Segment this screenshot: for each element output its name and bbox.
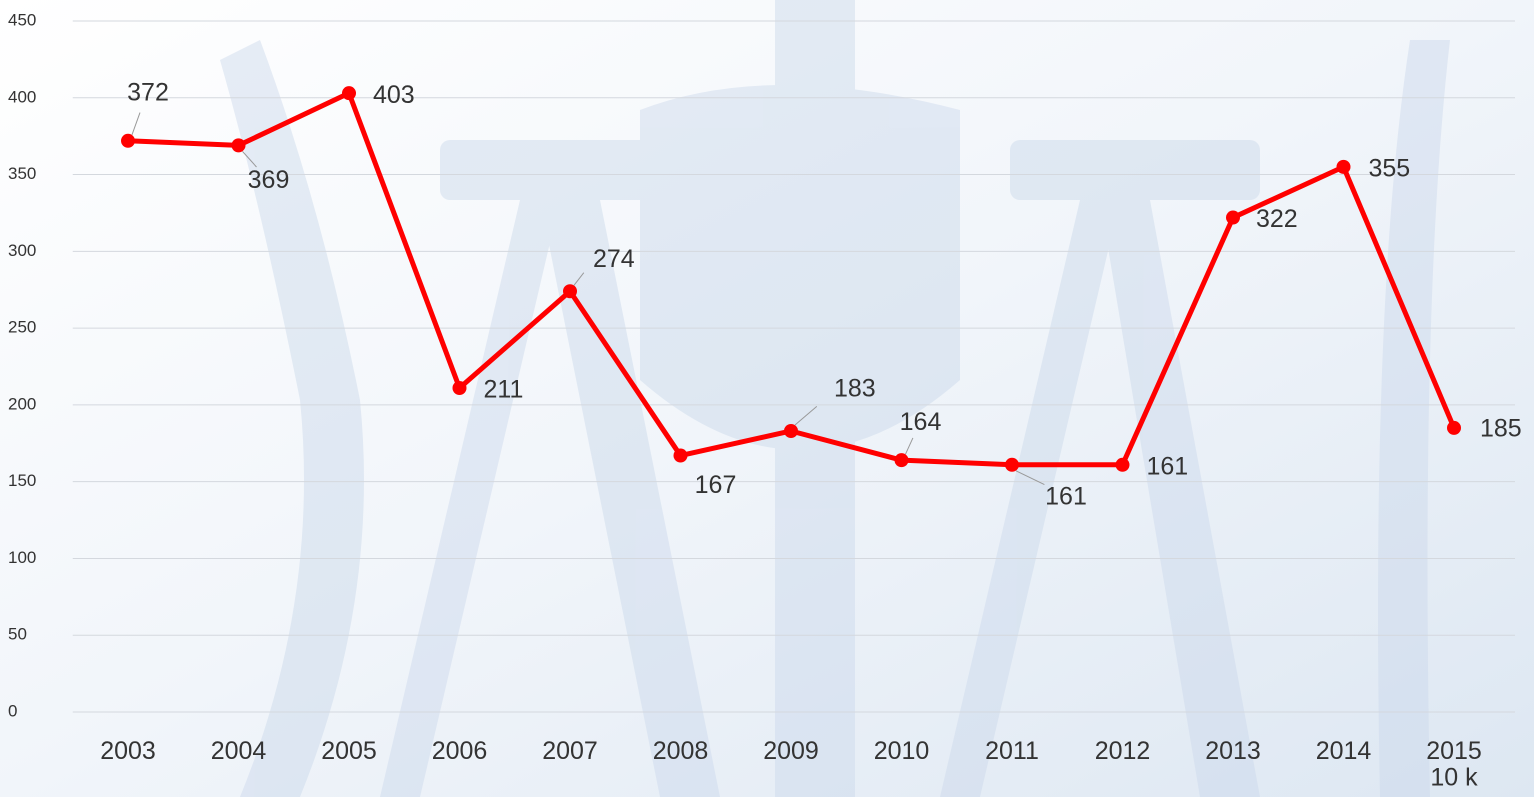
x-tick-label: 2005 bbox=[321, 737, 377, 765]
y-tick-label: 150 bbox=[8, 471, 36, 490]
x-tick-label: 2008 bbox=[653, 737, 709, 765]
data-label: 372 bbox=[127, 78, 169, 106]
x-tick-label: 2006 bbox=[432, 737, 488, 765]
data-label: 161 bbox=[1045, 482, 1087, 510]
leader-line bbox=[794, 406, 818, 426]
y-tick-label: 450 bbox=[8, 10, 36, 29]
data-point bbox=[1336, 159, 1351, 174]
data-label: 185 bbox=[1480, 415, 1522, 443]
data-label: 161 bbox=[1147, 452, 1189, 480]
x-tick-label: 2012 bbox=[1095, 737, 1151, 765]
data-point bbox=[673, 448, 688, 463]
leader-line bbox=[1015, 470, 1045, 486]
data-point bbox=[563, 284, 577, 299]
x-tick-label: 2003 bbox=[100, 737, 156, 765]
data-point bbox=[1447, 420, 1461, 435]
data-label: 369 bbox=[248, 166, 290, 194]
x-tick-label: 2010 bbox=[874, 737, 930, 765]
data-point bbox=[121, 133, 135, 148]
x-tick-label: 2014 bbox=[1316, 737, 1372, 765]
data-label: 322 bbox=[1256, 205, 1298, 233]
x-tick-label: 2013 bbox=[1205, 737, 1261, 765]
leader-line bbox=[131, 112, 141, 135]
y-tick-label: 400 bbox=[8, 87, 36, 106]
x-tick-label: 2007 bbox=[542, 737, 598, 765]
data-label: 403 bbox=[373, 81, 415, 109]
y-tick-label: 100 bbox=[8, 548, 36, 567]
x-tick-label: 2009 bbox=[763, 737, 819, 765]
x-tick-label: 2011 bbox=[985, 737, 1039, 765]
watermark bbox=[220, 0, 1450, 797]
leader-line bbox=[573, 272, 585, 286]
data-label: 355 bbox=[1369, 154, 1411, 182]
data-label: 183 bbox=[834, 375, 876, 403]
y-tick-label: 200 bbox=[8, 394, 36, 413]
x-tick-label: 2004 bbox=[211, 737, 267, 765]
data-label: 211 bbox=[484, 376, 524, 404]
data-point bbox=[342, 86, 356, 101]
data-label: 164 bbox=[900, 408, 942, 436]
y-tick-label: 300 bbox=[8, 241, 36, 260]
data-point bbox=[894, 453, 909, 468]
data-point bbox=[784, 423, 798, 438]
data-label: 274 bbox=[593, 245, 635, 273]
x-tick-label: 2015 10 k bbox=[1426, 737, 1482, 791]
y-tick-label: 250 bbox=[8, 318, 36, 337]
data-point bbox=[231, 138, 246, 153]
data-label: 167 bbox=[695, 471, 737, 499]
data-point bbox=[452, 380, 467, 395]
y-tick-label: 350 bbox=[8, 164, 36, 183]
data-point bbox=[1005, 457, 1019, 472]
leader-line bbox=[242, 151, 257, 168]
leader-line bbox=[905, 437, 914, 455]
data-point bbox=[1115, 457, 1130, 472]
y-tick-label: 50 bbox=[8, 625, 27, 644]
data-point bbox=[1226, 210, 1240, 225]
y-tick-label: 0 bbox=[8, 701, 17, 720]
